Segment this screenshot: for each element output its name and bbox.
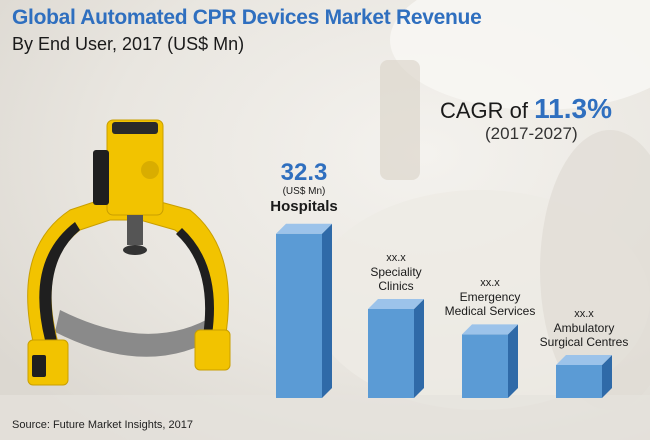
bar-side [322, 223, 332, 398]
bar-top [556, 354, 612, 365]
bar-label-4: xx.x Ambulatory Surgical Centres [524, 307, 644, 349]
category-label: Surgical Centres [539, 334, 629, 349]
bar-front [462, 334, 508, 398]
bar-label-2: xx.x Speciality Clinics [336, 251, 456, 293]
category-label: Clinics [378, 279, 414, 293]
category-label: Speciality [370, 265, 422, 279]
bar-front [276, 233, 322, 398]
cagr-label: CAGR of 11.3% [440, 93, 612, 125]
data-label: xx.x [480, 277, 500, 290]
category-label: Hospitals [270, 197, 338, 215]
category-label: Medical Services [444, 304, 536, 319]
cagr-period: (2017-2027) [485, 124, 578, 143]
data-label: xx.x [386, 252, 406, 264]
data-label: xx.x [574, 307, 594, 320]
cpr-device-illustration [27, 119, 231, 386]
bar-side [602, 354, 612, 398]
bar-2 [368, 299, 424, 398]
source-note: Source: Future Market Insights, 2017 [12, 419, 193, 431]
bar-top [462, 324, 518, 335]
unit-label: (US$ Mn) [282, 185, 326, 197]
chart-subtitle: By End User, 2017 (US$ Mn) [12, 34, 245, 54]
cagr-value: 11.3% [534, 93, 612, 124]
bar-1 [276, 223, 332, 398]
bar-3 [462, 324, 518, 398]
bar-4 [556, 354, 612, 398]
bar-front [368, 309, 414, 398]
category-label: Ambulatory [553, 320, 615, 335]
bar-side [414, 299, 424, 398]
bar-top [368, 299, 424, 309]
bar-top [276, 223, 332, 234]
bar-label-1: 32.3 (US$ Mn) Hospitals [244, 158, 364, 216]
data-label: 32.3 [280, 158, 328, 186]
chart-title: Global Automated CPR Devices Market Reve… [12, 6, 482, 29]
bar-label-3: xx.x Emergency Medical Services [430, 276, 550, 318]
bar-side [508, 324, 518, 398]
cagr-prefix: CAGR of [440, 98, 535, 123]
bar-front [556, 364, 602, 398]
category-label: Emergency [459, 290, 521, 305]
